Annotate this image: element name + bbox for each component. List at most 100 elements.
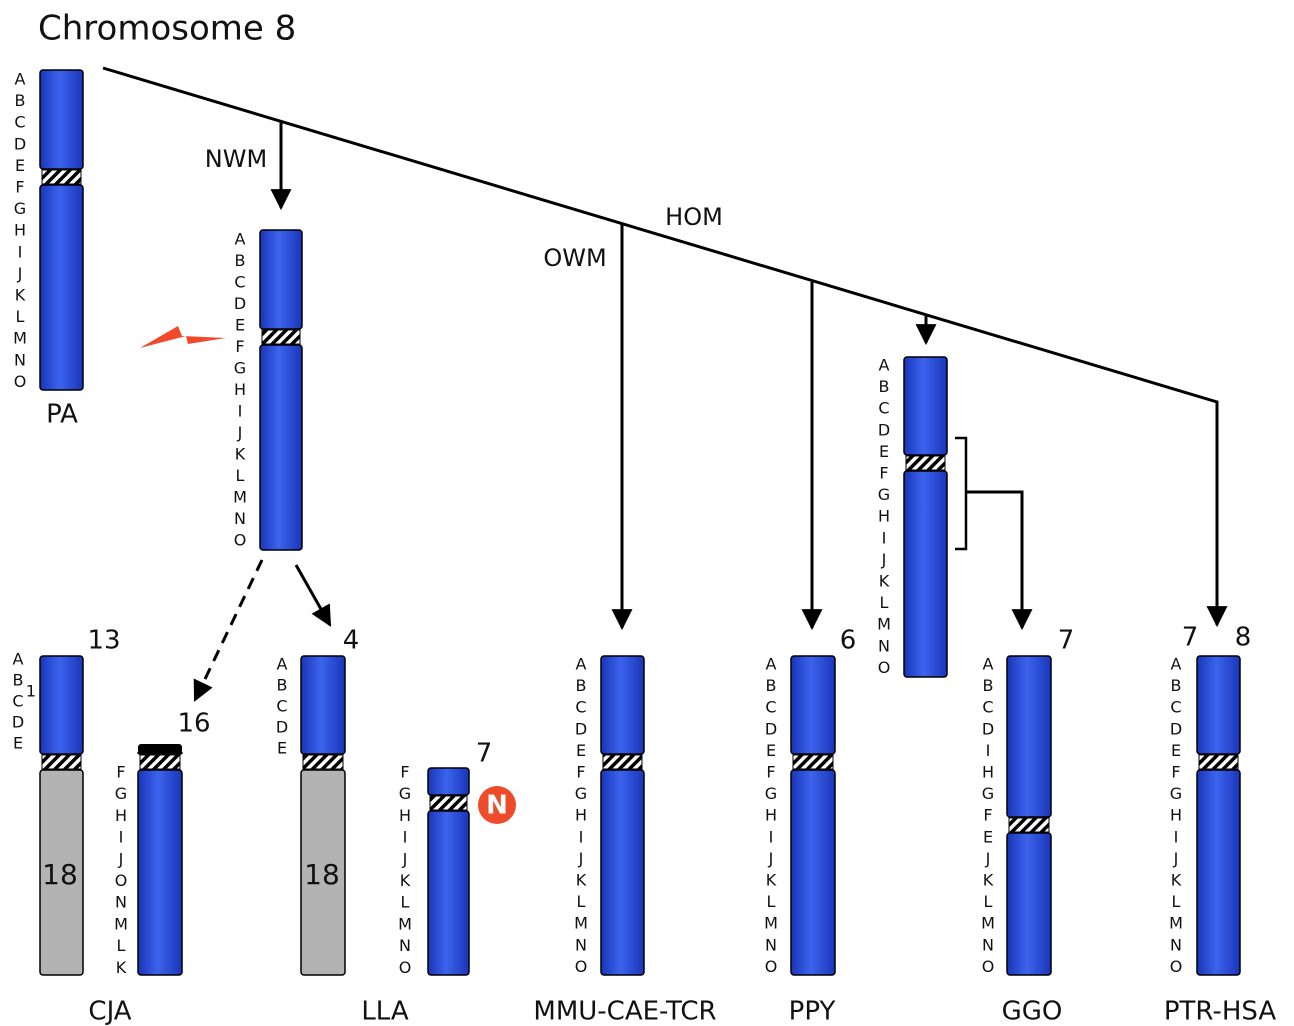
band-letter: I [1174, 827, 1179, 846]
band-letter: B [879, 377, 890, 396]
band-letter: H [982, 763, 994, 782]
band-letter: G [14, 199, 26, 218]
band-letter: K [15, 286, 26, 305]
band-letter: L [16, 307, 25, 326]
band-letter: C [276, 697, 287, 716]
band-letter: J [578, 849, 584, 868]
band-letter: I [403, 828, 408, 847]
band-letter: E [235, 316, 245, 335]
species-label: CJA [88, 997, 131, 1026]
band-letter: F [15, 178, 24, 197]
band-letter: O [115, 871, 128, 890]
band-letter: B [277, 676, 288, 695]
band-letter: D [878, 420, 890, 439]
chromosome-arm [790, 655, 836, 755]
chromosome-number: 7 [476, 739, 493, 769]
chromosome-arm [427, 767, 470, 796]
chromosome-number: 13 [87, 626, 120, 656]
band-letter: I [238, 402, 243, 421]
band-letter: A [879, 356, 890, 375]
species-label: MMU-CAE-TCR [533, 997, 716, 1026]
band-letter: N [982, 935, 994, 954]
band-letter: B [235, 251, 246, 270]
band-letter: F [983, 806, 992, 825]
title: Chromosome 8 [38, 9, 296, 49]
band-letter: F [879, 464, 888, 483]
band-letter: B [766, 676, 777, 695]
badge [478, 786, 516, 824]
band-letter: B [1171, 676, 1182, 695]
band-letter: D [575, 719, 587, 738]
band-letter: I [986, 741, 991, 760]
band-letter: G [765, 784, 777, 803]
band-letter: C [575, 698, 586, 717]
band-letter: H [399, 806, 411, 825]
branch-label: NWM [205, 145, 267, 173]
band-letter: M [398, 914, 412, 933]
chromosome-arm [1006, 655, 1052, 818]
species-label: PTR-HSA [1164, 997, 1276, 1026]
band-letter: D [12, 713, 24, 732]
band-letter: L [117, 936, 126, 955]
band-letter: D [276, 718, 288, 737]
chromosome-arm [600, 769, 645, 976]
band-letter: O [234, 531, 247, 550]
band-letter: L [401, 893, 410, 912]
band-letter: I [769, 827, 774, 846]
band-letter: M [114, 914, 128, 933]
band-letter: G [878, 485, 890, 504]
band-letter: J [402, 849, 408, 868]
band-letter: L [984, 892, 993, 911]
band-letter: J [881, 550, 887, 569]
band-letter: O [982, 957, 995, 976]
band-letter: M [1169, 914, 1183, 933]
band-letter: I [882, 528, 887, 547]
band-letter: C [234, 273, 245, 292]
species-label: GGO [1002, 997, 1063, 1026]
band-letter: K [879, 572, 890, 591]
band-letter: L [767, 892, 776, 911]
band-letter: N [14, 350, 26, 369]
band-letter: N [878, 636, 890, 655]
band-letter: J [118, 849, 124, 868]
band-letter: D [14, 134, 26, 153]
band-letter: J [985, 849, 991, 868]
band-letter: E [766, 741, 776, 760]
band-letter: M [981, 914, 995, 933]
band-letter: L [577, 892, 586, 911]
band-letter: C [12, 692, 23, 711]
centromere [41, 169, 82, 185]
chromosome-arm [137, 769, 183, 976]
band-letter: O [878, 658, 891, 677]
band-letter: A [15, 70, 26, 89]
band-letter: B [13, 671, 24, 690]
branch-label: HOM [665, 203, 723, 231]
band-letter: L [880, 593, 889, 612]
badge-label: N [486, 791, 508, 821]
centromere [139, 754, 181, 770]
band-letter: I [18, 242, 23, 261]
band-letter: K [983, 871, 994, 890]
band-letter: A [766, 655, 777, 674]
chromosome-arm [39, 69, 84, 170]
chromosome-number: 6 [840, 626, 857, 656]
band-letter: F [576, 763, 585, 782]
chromosome-arm [300, 655, 346, 755]
centromere [1008, 817, 1050, 833]
band-letter: E [13, 734, 23, 753]
band-letter: G [399, 784, 411, 803]
band-letter: M [574, 914, 588, 933]
grey-segment [39, 769, 84, 976]
band-letter: M [877, 615, 891, 634]
band-letter: O [14, 372, 27, 391]
band-letter: N [575, 935, 587, 954]
band-letter: N [765, 935, 777, 954]
band-letter: B [15, 91, 26, 110]
band-letter: K [1171, 871, 1182, 890]
band-letter: J [1173, 849, 1179, 868]
band-letter: I [119, 828, 124, 847]
segment-label: 18 [42, 858, 78, 891]
centromere [302, 754, 344, 770]
band-letter: J [17, 264, 23, 283]
band-letter: E [879, 442, 889, 461]
